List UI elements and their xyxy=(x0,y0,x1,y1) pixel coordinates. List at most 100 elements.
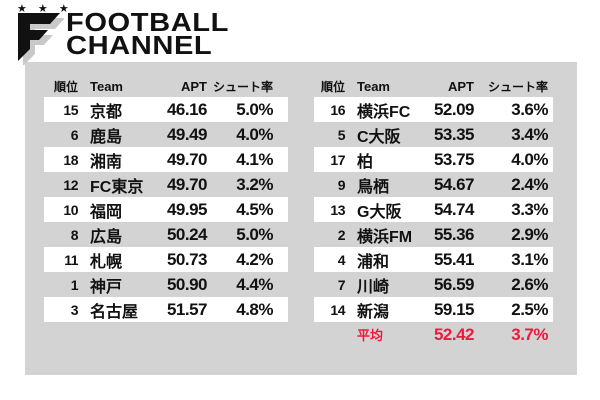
apt-table-left: 順位 Team APT シュート率 15 京都 46.16 5.0% 6 鹿島 … xyxy=(44,75,288,322)
apt-cell: 59.15 xyxy=(433,299,475,319)
team-cell: 新潟 xyxy=(357,303,390,321)
apt-cell: 53.75 xyxy=(433,149,475,169)
team-cell: 湘南 xyxy=(90,153,123,171)
team-cell: 横浜FC xyxy=(357,103,411,121)
rank-cell: 4 xyxy=(337,251,346,268)
apt-cell: 55.36 xyxy=(433,224,475,244)
apt-cell: 49.70 xyxy=(166,149,208,169)
col-header-team: Team xyxy=(90,78,123,94)
table-row: 13 G大阪 54.74 3.3% xyxy=(314,197,553,222)
table-row: 17 柏 53.75 4.0% xyxy=(314,147,553,172)
rank-cell: 10 xyxy=(63,201,78,218)
apt-cell: 52.09 xyxy=(433,99,475,119)
table-row: 8 広島 50.24 5.0% xyxy=(44,222,288,247)
rate-cell: 3.6% xyxy=(511,99,548,119)
logo-line1: FOOTBALL xyxy=(66,7,229,37)
team-cell: 神戸 xyxy=(90,278,123,296)
team-cell: 京都 xyxy=(90,103,123,121)
rate-cell: 5.0% xyxy=(236,99,273,119)
col-header-apt: APT xyxy=(181,78,207,94)
rank-cell: 5 xyxy=(337,126,346,143)
rank-cell: 1 xyxy=(70,276,79,293)
team-cell: 鹿島 xyxy=(90,128,123,146)
apt-cell: 55.41 xyxy=(433,249,475,269)
logo-line2: CHANNEL xyxy=(66,30,213,60)
rate-cell: 4.2% xyxy=(236,249,273,269)
rate-cell: 4.5% xyxy=(236,199,273,219)
rank-cell: 14 xyxy=(330,301,345,318)
apt-cell: 54.67 xyxy=(433,174,475,194)
team-cell: G大阪 xyxy=(357,203,402,221)
apt-cell: 49.70 xyxy=(166,174,208,194)
average-apt-cell: 52.42 xyxy=(433,324,475,344)
rate-cell: 3.2% xyxy=(236,174,273,194)
team-cell: 広島 xyxy=(90,228,123,246)
rank-cell: 7 xyxy=(337,276,346,293)
table-row: 9 鳥栖 54.67 2.4% xyxy=(314,172,553,197)
table-row: 16 横浜FC 52.09 3.6% xyxy=(314,97,553,122)
rate-cell: 5.0% xyxy=(236,224,273,244)
col-header-shoot-rate: シュート率 xyxy=(212,79,273,94)
rank-cell: 11 xyxy=(64,251,78,268)
apt-cell: 56.59 xyxy=(433,274,475,294)
table-header: 順位 Team APT シュート率 xyxy=(314,75,553,97)
rank-cell: 15 xyxy=(63,101,78,118)
team-cell: 札幌 xyxy=(90,253,123,271)
table-row: 11 札幌 50.73 4.2% xyxy=(44,247,288,272)
rank-cell: 9 xyxy=(337,176,346,193)
rate-cell: 2.9% xyxy=(511,224,548,244)
average-label: 平均 xyxy=(357,328,384,343)
rank-cell: 2 xyxy=(337,226,346,243)
col-header-rank: 順位 xyxy=(320,79,345,94)
football-channel-logo: ★ ★ ★ FOOTBALL CHANNEL xyxy=(14,2,314,65)
team-cell: 横浜FM xyxy=(357,228,413,246)
rank-cell: 8 xyxy=(70,226,79,243)
apt-cell: 49.49 xyxy=(166,124,208,144)
table-row: 1 神戸 50.90 4.4% xyxy=(44,272,288,297)
table-row: 4 浦和 55.41 3.1% xyxy=(314,247,553,272)
rank-cell: 17 xyxy=(330,151,345,168)
table-row: 2 横浜FM 55.36 2.9% xyxy=(314,222,553,247)
col-header-rank: 順位 xyxy=(53,79,78,94)
team-cell: 福岡 xyxy=(90,203,123,221)
rate-cell: 4.1% xyxy=(236,149,273,169)
table-row: 15 京都 46.16 5.0% xyxy=(44,97,288,122)
rate-cell: 4.0% xyxy=(236,124,273,144)
logo-stars: ★ ★ ★ xyxy=(17,3,73,15)
apt-cell: 50.73 xyxy=(166,249,208,269)
col-header-apt: APT xyxy=(448,78,474,94)
rank-cell: 3 xyxy=(70,301,79,318)
rank-cell: 16 xyxy=(330,101,345,118)
team-cell: C大阪 xyxy=(357,128,401,146)
rate-cell: 3.4% xyxy=(511,124,548,144)
team-cell: 川崎 xyxy=(357,278,390,296)
col-header-shoot-rate: シュート率 xyxy=(487,79,548,94)
table-row: 7 川崎 56.59 2.6% xyxy=(314,272,553,297)
logo-f-icon xyxy=(18,13,64,65)
table-row: 5 C大阪 53.35 3.4% xyxy=(314,122,553,147)
team-cell: 浦和 xyxy=(357,253,390,271)
rank-cell: 13 xyxy=(330,201,345,218)
rank-cell: 12 xyxy=(63,176,78,193)
average-row: 平均 52.42 3.7% xyxy=(314,322,553,347)
rate-cell: 2.5% xyxy=(511,299,548,319)
table-row: 10 福岡 49.95 4.5% xyxy=(44,197,288,222)
rate-cell: 2.4% xyxy=(511,174,548,194)
apt-cell: 50.24 xyxy=(166,224,208,244)
rank-cell: 6 xyxy=(70,126,79,143)
apt-cell: 49.95 xyxy=(166,199,208,219)
apt-cell: 50.90 xyxy=(166,274,208,294)
apt-cell: 46.16 xyxy=(166,99,208,119)
col-header-team: Team xyxy=(357,78,390,94)
table-row: 18 湘南 49.70 4.1% xyxy=(44,147,288,172)
average-rate-cell: 3.7% xyxy=(511,324,548,344)
logo-wordmark: FOOTBALL CHANNEL xyxy=(66,7,229,60)
apt-table-right: 順位 Team APT シュート率 16 横浜FC 52.09 3.6% 5 C… xyxy=(314,75,553,347)
table-header: 順位 Team APT シュート率 xyxy=(44,75,288,97)
rate-cell: 4.0% xyxy=(511,149,548,169)
team-cell: 柏 xyxy=(357,153,374,171)
rate-cell: 4.8% xyxy=(236,299,273,319)
apt-cell: 51.57 xyxy=(166,299,208,319)
team-cell: FC東京 xyxy=(90,178,144,196)
table-row: 6 鹿島 49.49 4.0% xyxy=(44,122,288,147)
